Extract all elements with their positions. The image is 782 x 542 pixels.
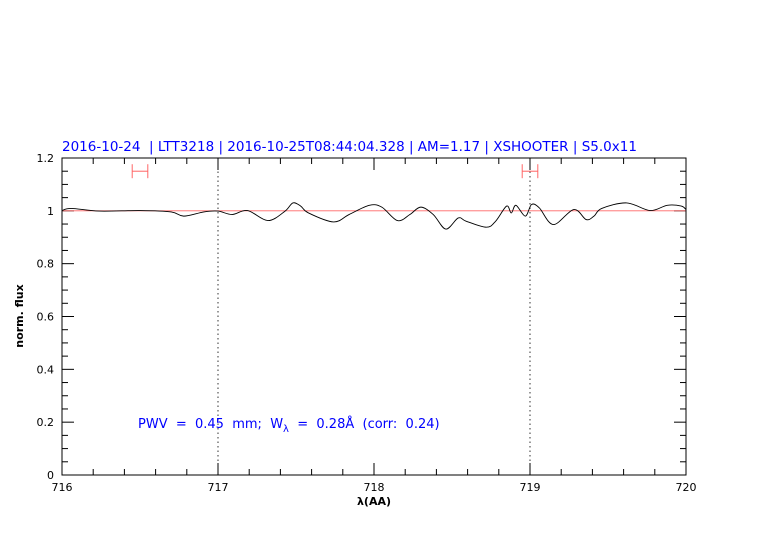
y-tick-label: 0.2	[37, 416, 55, 429]
x-tick-label: 718	[364, 481, 385, 494]
y-tick-label: 1	[47, 205, 54, 218]
chart-title: 2016-10-24 | LTT3218 | 2016-10-25T08:44:…	[62, 139, 637, 155]
y-tick-label: 0.8	[37, 258, 55, 271]
interval-marker	[521, 164, 539, 179]
y-tick-label: 0.6	[37, 311, 55, 324]
pwv-annotation: PWV = 0.45 mm; Wλ = 0.28Å (corr: 0.24)	[138, 416, 440, 435]
y-axis-label: norm. flux	[13, 284, 26, 347]
interval-marker	[131, 164, 149, 179]
plot-frame	[61, 157, 687, 476]
x-tick-label: 720	[676, 481, 697, 494]
y-tick-label: 0.4	[37, 363, 55, 376]
x-tick-label: 719	[520, 481, 541, 494]
y-tick-label: 0	[47, 469, 54, 482]
x-axis-label: λ(AA)	[357, 495, 391, 508]
x-tick-label: 716	[52, 481, 73, 494]
x-tick-label: 717	[208, 481, 229, 494]
y-tick-label: 1.2	[37, 152, 55, 165]
series-line	[61, 202, 687, 230]
